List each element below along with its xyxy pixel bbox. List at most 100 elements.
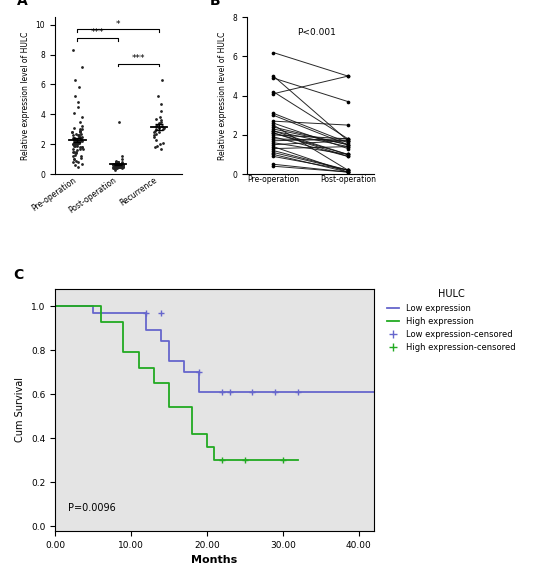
Point — [269, 128, 278, 137]
Point — [117, 159, 126, 168]
Point — [344, 136, 353, 145]
Y-axis label: Relative expression level of HULC: Relative expression level of HULC — [218, 32, 227, 160]
Point — [112, 162, 121, 171]
Y-axis label: Relative expression level of HULC: Relative expression level of HULC — [21, 32, 30, 160]
Point — [115, 162, 124, 171]
Point — [113, 162, 122, 171]
Point — [78, 132, 86, 141]
Point — [70, 134, 79, 143]
Point — [113, 162, 122, 171]
Point — [78, 144, 87, 153]
Point — [118, 158, 127, 167]
Point — [77, 134, 86, 143]
Point — [70, 134, 79, 143]
Point — [114, 159, 123, 168]
Point — [74, 102, 82, 111]
Point — [69, 135, 78, 144]
Point — [344, 134, 353, 144]
Point — [76, 152, 85, 161]
Point — [344, 140, 353, 149]
Point — [110, 162, 119, 171]
Point — [70, 155, 79, 164]
Point — [344, 152, 353, 161]
Point — [71, 138, 80, 147]
Point — [269, 73, 278, 83]
Point — [74, 130, 83, 140]
Point — [344, 142, 353, 151]
Point — [110, 159, 119, 168]
Point — [109, 160, 118, 170]
Point — [157, 122, 166, 131]
Point — [118, 162, 127, 171]
Point — [269, 160, 278, 169]
Point — [116, 162, 125, 171]
Point — [76, 129, 85, 138]
Point — [160, 123, 169, 132]
Point — [111, 160, 119, 170]
Point — [118, 160, 127, 170]
Point — [69, 158, 78, 167]
Point — [112, 158, 120, 167]
Point — [74, 138, 83, 147]
Point — [71, 140, 80, 149]
Point — [74, 158, 82, 167]
Point — [69, 130, 78, 140]
Point — [112, 159, 120, 168]
Point — [112, 163, 121, 173]
Point — [74, 130, 83, 140]
Text: A: A — [17, 0, 28, 8]
Point — [69, 134, 78, 143]
Point — [269, 111, 278, 120]
Point — [68, 152, 77, 161]
Point — [344, 72, 353, 81]
Point — [269, 87, 278, 96]
Point — [71, 148, 80, 158]
Point — [113, 162, 122, 171]
Point — [344, 150, 353, 159]
Point — [78, 113, 87, 122]
Point — [110, 162, 119, 171]
Point — [344, 140, 353, 149]
Point — [344, 150, 353, 159]
Point — [153, 141, 162, 151]
Point — [78, 137, 87, 146]
Point — [72, 156, 80, 165]
Point — [78, 159, 86, 168]
Text: ***: *** — [132, 54, 145, 63]
Point — [76, 153, 85, 162]
Point — [269, 130, 278, 140]
Point — [269, 89, 278, 98]
Point — [68, 128, 77, 137]
Text: *: * — [116, 20, 120, 28]
Legend: Low expression, High expression, Low expression-censored, High expression-censor: Low expression, High expression, Low exp… — [383, 286, 519, 355]
Point — [110, 162, 119, 171]
Point — [115, 162, 124, 171]
Point — [269, 152, 278, 161]
Point — [344, 167, 353, 177]
Text: P=0.0096: P=0.0096 — [68, 504, 116, 514]
Point — [156, 116, 165, 125]
Point — [156, 140, 164, 149]
Point — [74, 132, 83, 141]
Point — [344, 136, 353, 145]
Point — [156, 107, 165, 116]
Point — [114, 160, 123, 170]
Point — [116, 160, 124, 170]
Point — [269, 121, 278, 130]
Point — [269, 125, 278, 134]
Point — [269, 150, 278, 159]
Point — [344, 140, 353, 149]
Point — [269, 126, 278, 136]
Point — [111, 160, 120, 170]
Point — [269, 48, 278, 57]
Point — [109, 160, 118, 170]
Point — [71, 92, 80, 101]
Point — [68, 140, 77, 149]
Point — [73, 98, 82, 107]
Point — [112, 158, 121, 167]
Point — [159, 125, 168, 134]
Point — [70, 138, 79, 147]
Point — [111, 165, 120, 174]
Point — [69, 147, 78, 156]
Point — [269, 146, 278, 155]
